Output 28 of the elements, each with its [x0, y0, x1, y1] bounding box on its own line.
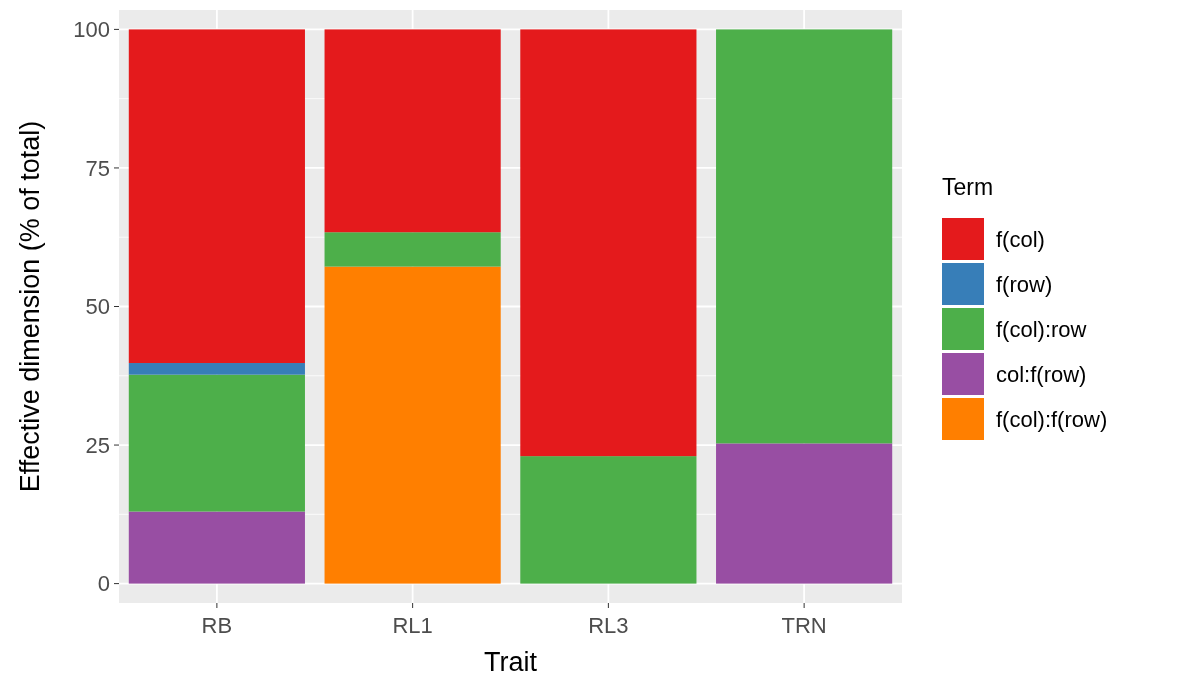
x-tick-label: TRN: [781, 613, 827, 638]
y-axis-title: Effective dimension (% of total): [15, 120, 45, 493]
y-tick-label: 100: [73, 17, 110, 43]
y-tick-label: 0: [97, 571, 110, 597]
x-axis-title: Trait: [484, 647, 538, 677]
bar: [324, 266, 501, 584]
bar: [128, 363, 305, 375]
y-tick-label: 50: [85, 294, 110, 320]
bar: [520, 29, 697, 457]
legend-label: col:f(row): [996, 361, 1087, 387]
bar: [324, 232, 501, 267]
legend-label: f(col): [996, 226, 1045, 252]
bar: [128, 374, 305, 512]
legend-label: f(row): [996, 271, 1053, 297]
bar: [128, 29, 305, 364]
bar: [716, 29, 893, 444]
y-tick-label: 75: [85, 155, 110, 181]
bar: [324, 29, 501, 233]
legend-title: Term: [942, 174, 994, 200]
bar: [716, 443, 893, 584]
bar: [128, 511, 305, 584]
x-tick-label: RB: [201, 613, 233, 638]
bar: [520, 456, 697, 584]
legend-label: f(col):row: [996, 316, 1087, 342]
x-tick-label: RL3: [588, 613, 629, 638]
y-tick-label: 25: [85, 432, 110, 458]
legend-label: f(col):f(row): [996, 406, 1108, 432]
x-tick-label: RL1: [392, 613, 433, 638]
